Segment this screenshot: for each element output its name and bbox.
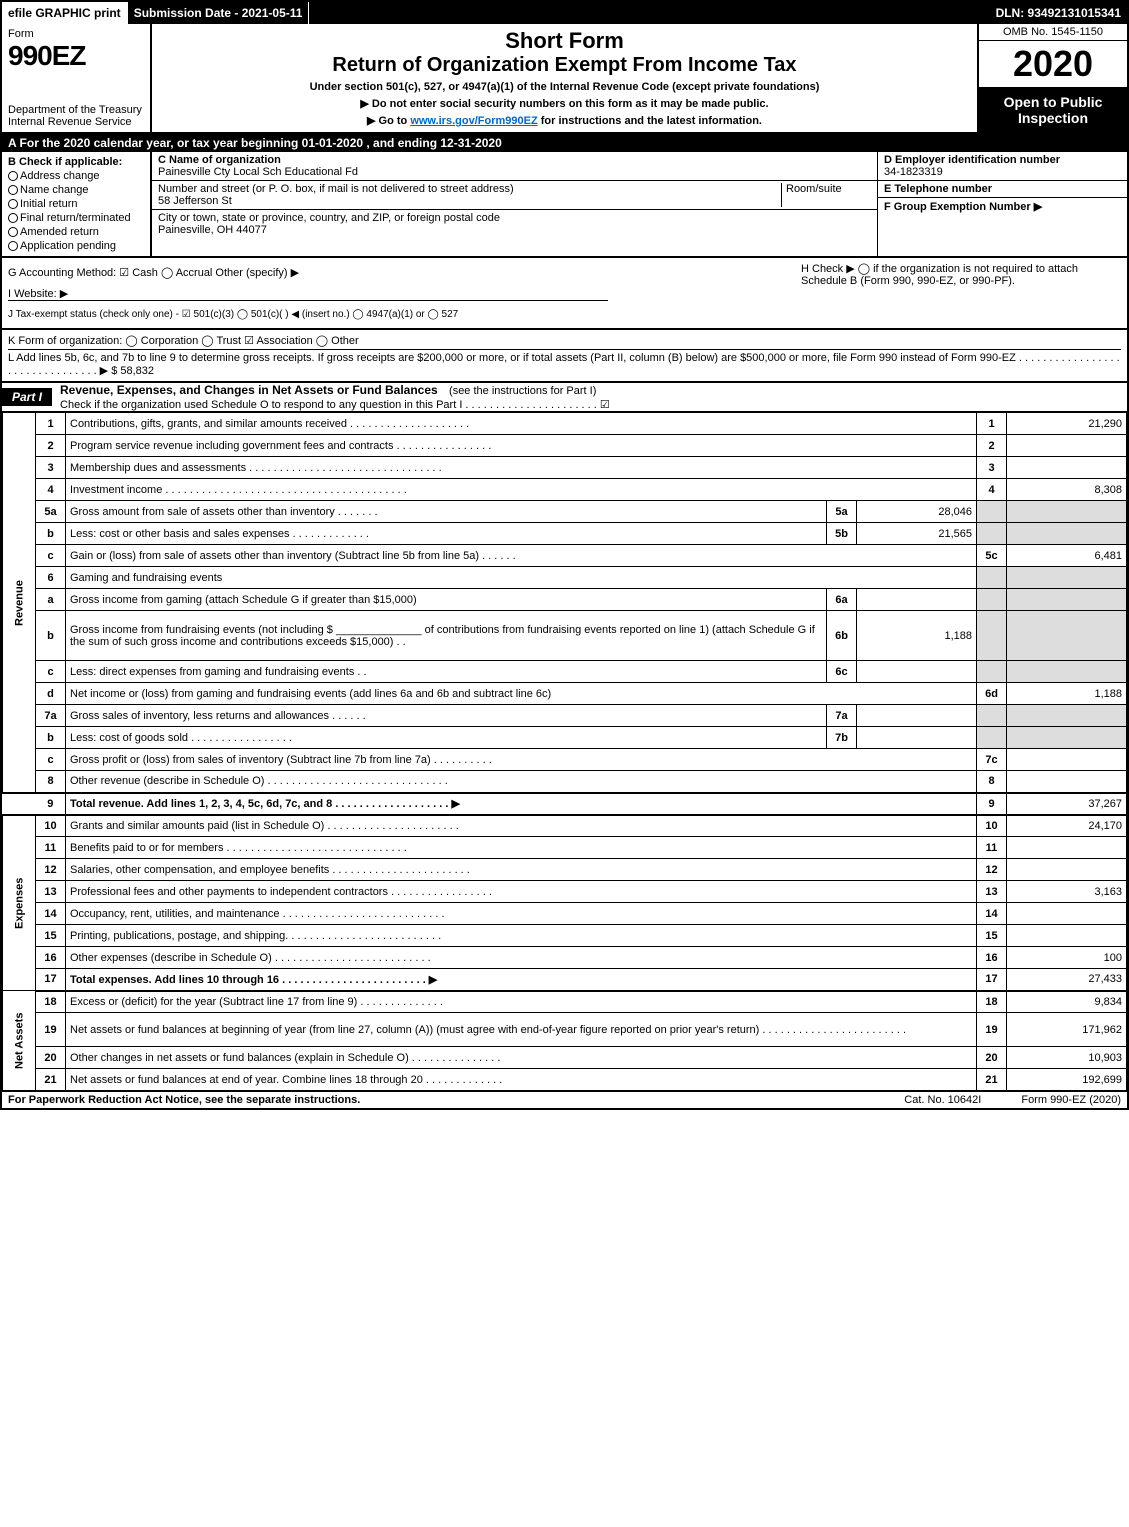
d-label: D Employer identification number xyxy=(884,154,1060,166)
tax-year: 2020 xyxy=(979,41,1127,88)
line-13: 13Professional fees and other payments t… xyxy=(3,881,1127,903)
line-5c: cGain or (loss) from sale of assets othe… xyxy=(3,545,1127,567)
i-website: I Website: ▶ xyxy=(8,287,608,301)
line-6b: bGross income from fundraising events (n… xyxy=(3,611,1127,661)
section-c: C Name of organization Painesville Cty L… xyxy=(152,152,877,256)
page-footer: For Paperwork Reduction Act Notice, see … xyxy=(2,1091,1127,1108)
part-i-note: (see the instructions for Part I) xyxy=(449,385,596,397)
line-1: Revenue 1 Contributions, gifts, grants, … xyxy=(3,413,1127,435)
irs-link[interactable]: www.irs.gov/Form990EZ xyxy=(410,115,537,127)
part-i-tag: Part I xyxy=(2,388,52,406)
chk-amended-return[interactable]: Amended return xyxy=(8,226,144,238)
line-8: 8Other revenue (describe in Schedule O) … xyxy=(3,771,1127,793)
form-number: 990EZ xyxy=(8,40,144,72)
expenses-side-label: Expenses xyxy=(3,815,36,991)
section-g-h-i-j: H Check ▶ ◯ if the organization is not r… xyxy=(2,258,1127,330)
line-11: 11Benefits paid to or for members . . . … xyxy=(3,837,1127,859)
section-b: B Check if applicable: Address change Na… xyxy=(2,152,152,256)
city-label: City or town, state or province, country… xyxy=(158,212,500,224)
line-6: 6Gaming and fundraising events xyxy=(3,567,1127,589)
form-ref: Form 990-EZ (2020) xyxy=(1021,1094,1121,1106)
city-value: Painesville, OH 44077 xyxy=(158,224,267,236)
efile-print-label[interactable]: efile GRAPHIC print xyxy=(2,2,128,24)
line-19: 19Net assets or fund balances at beginni… xyxy=(3,1013,1127,1047)
j-tax-exempt: J Tax-exempt status (check only one) - ☑… xyxy=(8,309,1121,320)
line-6c: cLess: direct expenses from gaming and f… xyxy=(3,661,1127,683)
section-d-e-f: D Employer identification number 34-1823… xyxy=(877,152,1127,256)
line-15: 15Printing, publications, postage, and s… xyxy=(3,925,1127,947)
line-5b: bLess: cost or other basis and sales exp… xyxy=(3,523,1127,545)
room-label: Room/suite xyxy=(786,183,842,195)
paperwork-notice: For Paperwork Reduction Act Notice, see … xyxy=(8,1094,360,1106)
k-form-org: K Form of organization: ◯ Corporation ◯ … xyxy=(8,334,1121,350)
goto-pre: ▶ Go to xyxy=(367,115,410,127)
line-7b: bLess: cost of goods sold . . . . . . . … xyxy=(3,727,1127,749)
chk-initial-return[interactable]: Initial return xyxy=(8,198,144,210)
line-16: 16Other expenses (describe in Schedule O… xyxy=(3,947,1127,969)
info-block: B Check if applicable: Address change Na… xyxy=(2,152,1127,258)
part-i-title: Revenue, Expenses, and Changes in Net As… xyxy=(52,381,446,399)
line-14: 14Occupancy, rent, utilities, and mainte… xyxy=(3,903,1127,925)
chk-application-pending[interactable]: Application pending xyxy=(8,240,144,252)
org-name: Painesville Cty Local Sch Educational Fd xyxy=(158,166,358,178)
line-6d: dNet income or (loss) from gaming and fu… xyxy=(3,683,1127,705)
header-mid: Short Form Return of Organization Exempt… xyxy=(152,24,977,132)
chk-name-change[interactable]: Name change xyxy=(8,184,144,196)
revenue-side-label: Revenue xyxy=(3,413,36,793)
title-return: Return of Organization Exempt From Incom… xyxy=(160,54,969,77)
f-label: F Group Exemption Number ▶ xyxy=(884,201,1042,213)
part-i-header: Part I Revenue, Expenses, and Changes in… xyxy=(2,383,1127,412)
form-990ez-page: efile GRAPHIC print Submission Date - 20… xyxy=(0,0,1129,1110)
cat-no: Cat. No. 10642I xyxy=(904,1094,981,1106)
b-header: B Check if applicable: xyxy=(8,156,144,168)
header-right: OMB No. 1545-1150 2020 Open to Public In… xyxy=(977,24,1127,132)
ein-value: 34-1823319 xyxy=(884,166,943,178)
e-label: E Telephone number xyxy=(884,183,992,195)
part-i-check-line: Check if the organization used Schedule … xyxy=(52,399,610,411)
line-3: 3Membership dues and assessments . . . .… xyxy=(3,457,1127,479)
submission-date-label: Submission Date - 2021-05-11 xyxy=(128,2,310,24)
dln-label: DLN: 93492131015341 xyxy=(990,2,1127,24)
line-9: 9Total revenue. Add lines 1, 2, 3, 4, 5c… xyxy=(3,793,1127,815)
c-label: C Name of organization xyxy=(158,154,281,166)
line-18: Net Assets 18Excess or (deficit) for the… xyxy=(3,991,1127,1013)
ssn-warning: ▶ Do not enter social security numbers o… xyxy=(160,97,969,110)
line-5a: 5aGross amount from sale of assets other… xyxy=(3,501,1127,523)
chk-final-return[interactable]: Final return/terminated xyxy=(8,212,144,224)
goto-line: ▶ Go to www.irs.gov/Form990EZ for instru… xyxy=(160,114,969,127)
netassets-side-label: Net Assets xyxy=(3,991,36,1091)
line-20: 20Other changes in net assets or fund ba… xyxy=(3,1047,1127,1069)
chk-address-change[interactable]: Address change xyxy=(8,170,144,182)
h-check: H Check ▶ ◯ if the organization is not r… xyxy=(801,262,1121,287)
top-bar: efile GRAPHIC print Submission Date - 20… xyxy=(2,2,1127,24)
line-2: 2Program service revenue including gover… xyxy=(3,435,1127,457)
line-10: Expenses 10Grants and similar amounts pa… xyxy=(3,815,1127,837)
form-word: Form xyxy=(8,28,144,40)
title-short-form: Short Form xyxy=(160,28,969,54)
addr-label: Number and street (or P. O. box, if mail… xyxy=(158,183,514,195)
line-7a: 7aGross sales of inventory, less returns… xyxy=(3,705,1127,727)
open-to-public: Open to Public Inspection xyxy=(979,88,1127,132)
part-i-table: Revenue 1 Contributions, gifts, grants, … xyxy=(2,412,1127,1091)
line-17: 17Total expenses. Add lines 10 through 1… xyxy=(3,969,1127,991)
header-left: Form 990EZ Department of the Treasury In… xyxy=(2,24,152,132)
line-4: 4Investment income . . . . . . . . . . .… xyxy=(3,479,1127,501)
department-label: Department of the Treasury Internal Reve… xyxy=(8,104,144,128)
addr-value: 58 Jefferson St xyxy=(158,195,232,207)
goto-post: for instructions and the latest informat… xyxy=(538,115,762,127)
line-6a: aGross income from gaming (attach Schedu… xyxy=(3,589,1127,611)
subtitle-section: Under section 501(c), 527, or 4947(a)(1)… xyxy=(160,81,969,93)
l-gross-receipts: L Add lines 5b, 6c, and 7b to line 9 to … xyxy=(8,352,1121,377)
tax-period-bar: A For the 2020 calendar year, or tax yea… xyxy=(2,134,1127,152)
omb-number: OMB No. 1545-1150 xyxy=(979,24,1127,41)
form-header: Form 990EZ Department of the Treasury In… xyxy=(2,24,1127,134)
section-k-l: K Form of organization: ◯ Corporation ◯ … xyxy=(2,330,1127,383)
line-21: 21Net assets or fund balances at end of … xyxy=(3,1069,1127,1091)
line-7c: cGross profit or (loss) from sales of in… xyxy=(3,749,1127,771)
line-12: 12Salaries, other compensation, and empl… xyxy=(3,859,1127,881)
